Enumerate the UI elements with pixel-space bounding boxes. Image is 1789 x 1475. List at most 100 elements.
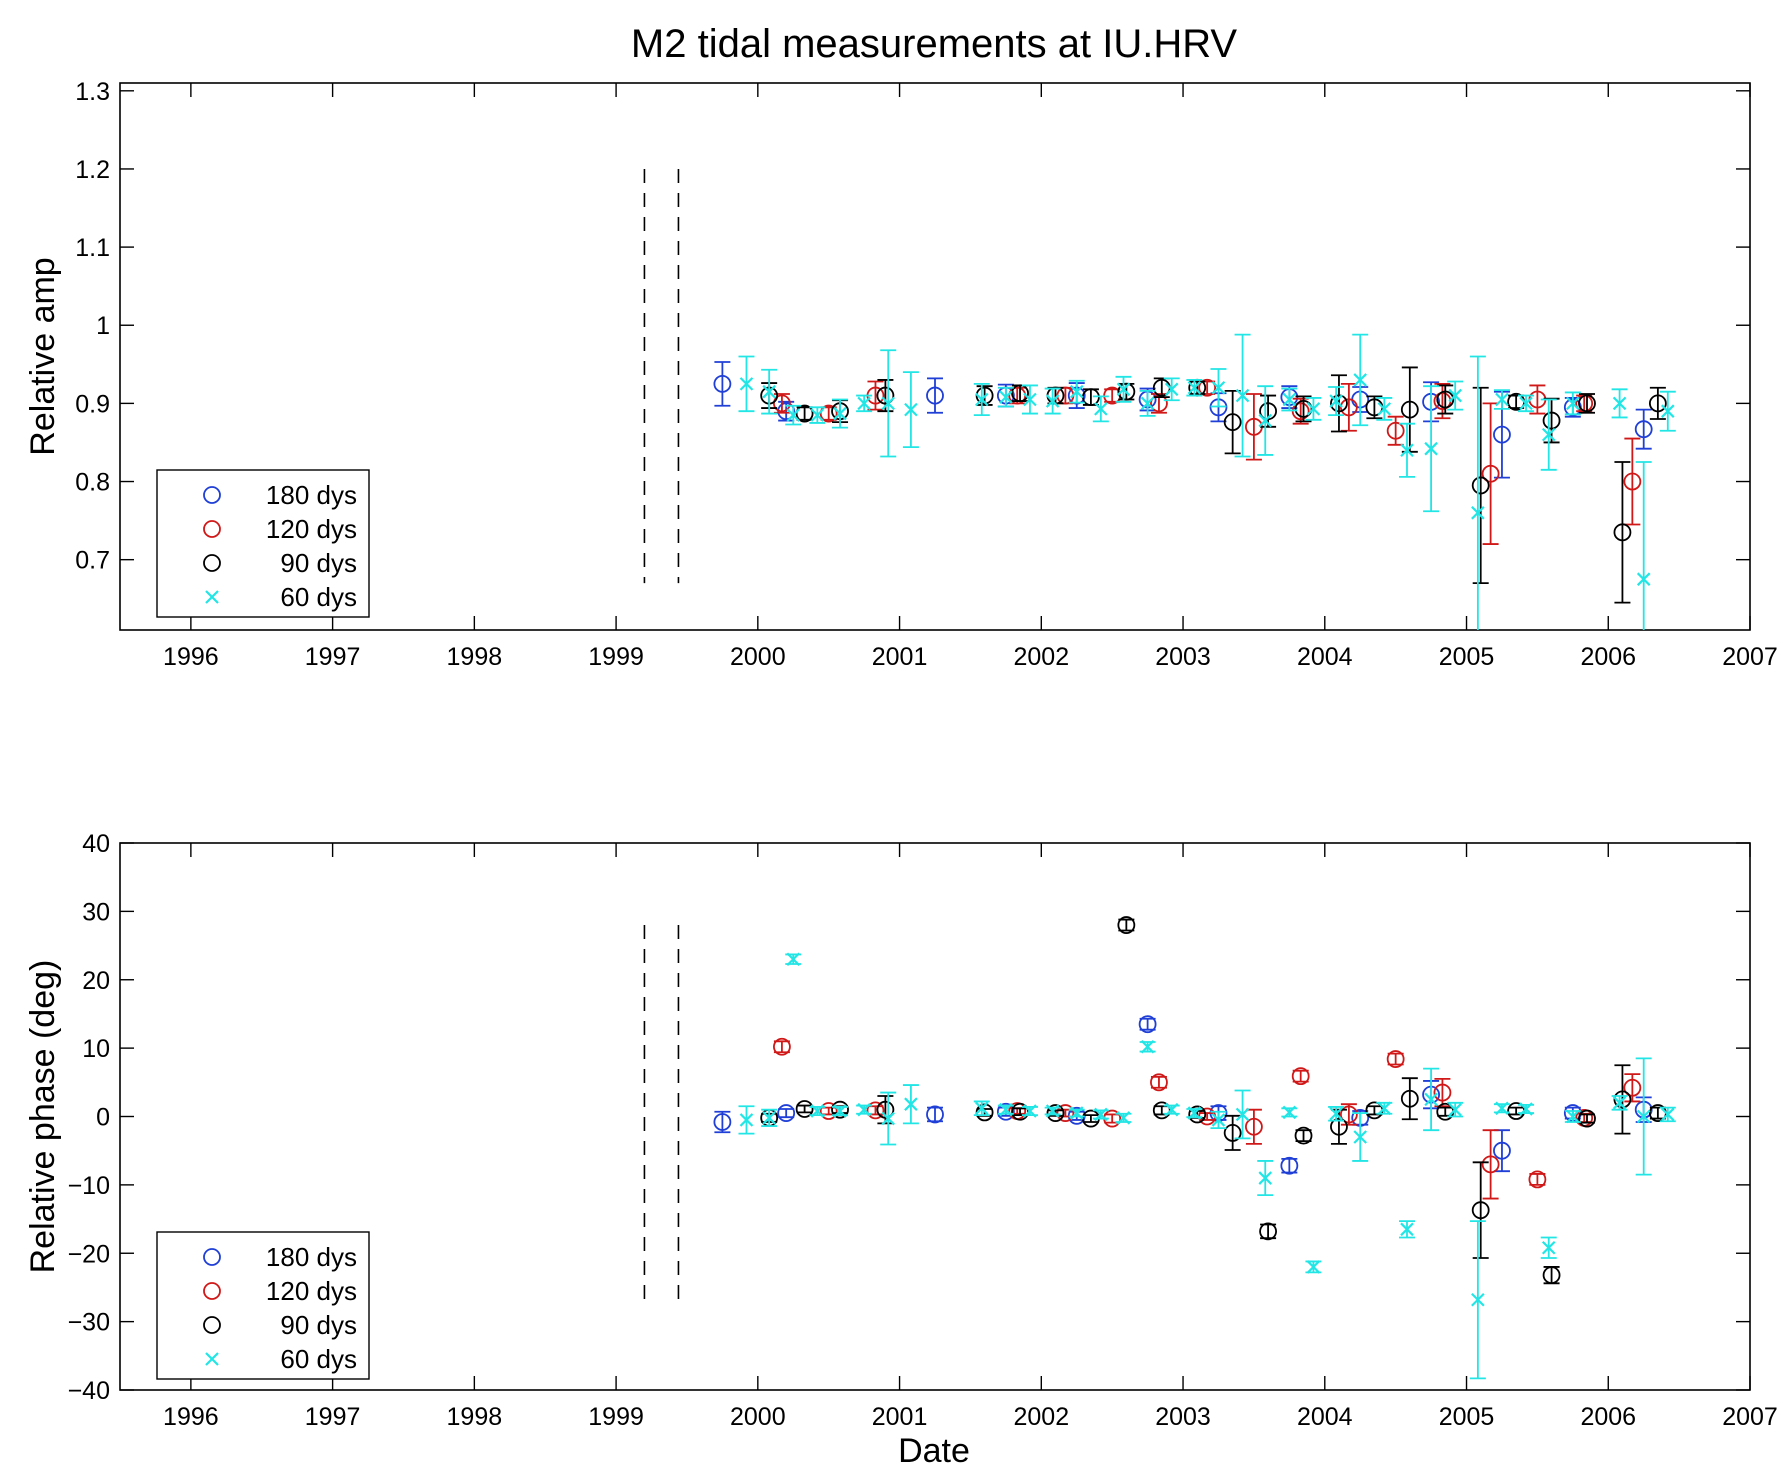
legend-label: 90 dys xyxy=(280,1310,357,1340)
data-point xyxy=(1542,1266,1561,1285)
data-point xyxy=(1578,1109,1596,1128)
y-tick-label: 30 xyxy=(82,898,110,926)
data-point xyxy=(1306,1260,1321,1274)
x-tick-label: 2001 xyxy=(872,1403,928,1431)
data-point xyxy=(819,404,838,423)
error-bar xyxy=(1624,1073,1641,1103)
series-60-dys xyxy=(738,952,1676,1380)
data-point xyxy=(1377,1101,1392,1116)
amplitude-panel: 1996 1997 1998 1999 2000 2001 2002 2003 2004 2005… xyxy=(24,78,1778,671)
error-bar xyxy=(1295,1129,1312,1143)
y-axis-title: Relative phase (deg) xyxy=(24,960,62,1274)
y-axis-title: Relative amp xyxy=(24,257,62,455)
legend-label: 60 dys xyxy=(280,582,357,612)
x-tick-label: 2006 xyxy=(1580,1403,1636,1431)
data-point xyxy=(810,408,825,422)
error-bar xyxy=(1224,1114,1241,1151)
y-tick-label: 40 xyxy=(82,830,110,858)
data-point xyxy=(876,1100,895,1119)
error-bar xyxy=(1482,1129,1499,1200)
data-point xyxy=(1258,1171,1273,1185)
data-point xyxy=(1280,1156,1299,1175)
data-point xyxy=(1471,1292,1485,1307)
data-point xyxy=(1519,396,1533,411)
data-point xyxy=(1211,380,1226,395)
data-point xyxy=(1648,394,1667,413)
legend-box xyxy=(156,1231,370,1380)
data-point xyxy=(1471,1201,1490,1220)
data-point xyxy=(1613,523,1632,542)
y-tick-label: 1.1 xyxy=(75,234,110,262)
data-point xyxy=(1023,1104,1037,1118)
legend-marker xyxy=(203,520,221,538)
error-bar xyxy=(773,1040,790,1054)
error-bar xyxy=(1340,1103,1357,1126)
data-point xyxy=(833,406,847,421)
data-point xyxy=(1330,394,1348,413)
series-120-dys xyxy=(773,378,1642,545)
data-point xyxy=(762,384,776,399)
y-tick-label: −40 xyxy=(68,1377,110,1405)
legend-label: 180 dys xyxy=(266,480,357,510)
legend-marker xyxy=(205,590,219,604)
x-tick-label: 1996 xyxy=(163,1403,219,1431)
error-bar xyxy=(1437,384,1454,415)
data-point xyxy=(1566,396,1580,411)
x-tick-label: 1999 xyxy=(588,1403,644,1431)
data-point xyxy=(1386,1050,1405,1068)
y-tick-label: −10 xyxy=(68,1172,110,1200)
data-point xyxy=(866,1101,885,1120)
y-tick-label: 0.8 xyxy=(75,469,110,497)
x-tick-label: 2000 xyxy=(730,1403,786,1431)
data-point xyxy=(1282,1105,1297,1120)
data-point xyxy=(795,1100,814,1118)
error-bar xyxy=(1292,1069,1309,1083)
error-bar xyxy=(1082,1114,1099,1123)
y-tick-label: −30 xyxy=(68,1309,110,1337)
data-point xyxy=(1623,1078,1642,1097)
data-point xyxy=(773,1037,791,1056)
y-tick-label: 10 xyxy=(82,1035,110,1063)
data-point xyxy=(1448,1102,1462,1117)
data-point xyxy=(762,1111,776,1125)
data-point xyxy=(713,1113,732,1131)
data-point xyxy=(1481,464,1500,483)
data-point xyxy=(1661,1107,1675,1122)
data-point xyxy=(1329,1106,1343,1121)
data-point xyxy=(1140,1039,1155,1054)
data-point xyxy=(1223,1124,1242,1142)
x-axis-title: Date xyxy=(898,1432,970,1470)
x-tick-label: 2001 xyxy=(872,643,928,671)
series-180-dys xyxy=(713,361,1653,479)
data-point xyxy=(1471,476,1490,495)
x-tick-label: 2002 xyxy=(1013,643,1069,671)
x-tick-label: 2002 xyxy=(1013,1403,1069,1431)
error-bar xyxy=(1118,918,1135,932)
x-tick-label: 2005 xyxy=(1439,643,1495,671)
legend-label: 120 dys xyxy=(266,1276,357,1306)
data-point xyxy=(1245,1117,1263,1136)
error-bar xyxy=(1579,393,1595,414)
error-bar xyxy=(1330,1108,1347,1145)
data-point xyxy=(1258,413,1273,428)
data-point xyxy=(1011,384,1029,403)
legend-marker xyxy=(203,1316,221,1334)
y-tick-label: 0.9 xyxy=(75,390,110,418)
legend-marker xyxy=(203,554,221,572)
x-tick-label: 2003 xyxy=(1155,1403,1211,1431)
error-bar xyxy=(1614,461,1631,604)
data-point xyxy=(1235,1107,1250,1122)
data-point xyxy=(739,377,754,391)
error-bar xyxy=(714,1110,731,1134)
data-point xyxy=(857,1102,871,1117)
data-point xyxy=(1353,373,1367,387)
data-point xyxy=(1636,1109,1651,1124)
data-point xyxy=(996,1102,1015,1121)
error-bar xyxy=(796,1104,813,1114)
legend-marker xyxy=(203,1282,221,1300)
error-bar xyxy=(1387,1052,1404,1066)
data-point xyxy=(1634,420,1653,439)
error-bar xyxy=(778,1108,795,1119)
x-tick-label: 1999 xyxy=(588,643,644,671)
data-point xyxy=(1223,413,1242,432)
